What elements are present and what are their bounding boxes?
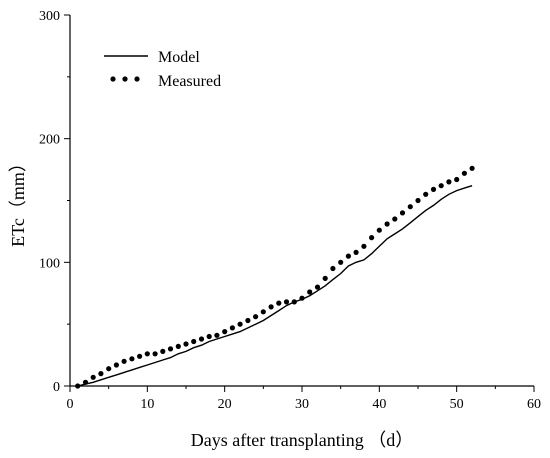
legend-model-label: Model: [158, 49, 200, 66]
measured-point: [314, 284, 321, 290]
measured-point: [183, 341, 189, 347]
measured-point: [175, 343, 181, 349]
measured-point: [160, 348, 166, 354]
ticks: 0 10 20 30 40 50 60 0 100 200 300: [39, 9, 541, 412]
legend-measured-label: Measured: [158, 73, 221, 90]
measured-point: [369, 235, 375, 241]
x-tick-label: 20: [218, 397, 232, 412]
measured-point: [461, 170, 467, 176]
legend: Model Measured: [104, 49, 221, 90]
measured-point: [268, 304, 274, 310]
x-tick-label: 10: [140, 397, 154, 412]
measured-point: [237, 321, 243, 327]
measured-point: [299, 295, 305, 301]
axes: [69, 15, 534, 387]
measured-point: [376, 227, 382, 233]
measured-point: [222, 329, 228, 335]
measured-point: [75, 383, 81, 389]
measured-point: [345, 253, 351, 259]
measured-point: [361, 243, 367, 249]
measured-point: [152, 351, 158, 357]
measured-point: [338, 259, 344, 265]
y-tick-label: 200: [39, 133, 60, 148]
x-tick-label: 30: [295, 397, 309, 412]
measured-point: [392, 216, 398, 222]
x-tick-label: 60: [527, 397, 541, 412]
measured-point: [330, 265, 336, 272]
measured-point: [291, 299, 297, 305]
measured-point: [214, 332, 220, 338]
x-tick-label: 50: [450, 397, 464, 412]
measured-point: [113, 362, 119, 368]
legend-measured-swatch: [134, 76, 140, 82]
y-tick-label: 300: [39, 9, 60, 24]
measured-point: [415, 197, 421, 204]
measured-point: [82, 379, 89, 385]
measured-point: [276, 300, 282, 306]
measured-point: [98, 371, 104, 377]
measured-point: [129, 356, 135, 362]
y-axis-title: ETc（mm）: [8, 154, 28, 247]
x-tick-label: 40: [372, 397, 386, 412]
measured-point: [353, 249, 359, 255]
measured-point: [198, 336, 205, 342]
measured-point: [90, 374, 96, 380]
measured-point: [469, 165, 475, 171]
series-layer: [75, 165, 475, 389]
measured-point: [260, 309, 266, 315]
measured-point: [384, 221, 390, 227]
measured-point: [121, 358, 127, 364]
measured-point: [423, 191, 429, 197]
measured-point: [454, 176, 460, 183]
measured-point: [167, 346, 174, 352]
measured-point: [283, 299, 290, 305]
measured-point: [144, 351, 150, 357]
x-tick-label: 0: [67, 397, 74, 412]
measured-point: [407, 204, 413, 210]
series-line-model: [77, 185, 473, 387]
measured-point: [229, 325, 235, 331]
measured-point: [206, 333, 212, 340]
x-axis-title: Days after transplanting （d）: [191, 430, 413, 450]
measured-point: [253, 314, 259, 320]
legend-measured-swatch: [122, 76, 128, 82]
measured-point: [106, 366, 112, 372]
measured-point: [191, 338, 197, 345]
measured-point: [446, 179, 452, 185]
measured-point: [245, 317, 251, 324]
y-tick-label: 0: [53, 380, 60, 395]
legend-measured-swatch: [110, 76, 116, 82]
measured-point: [322, 275, 328, 281]
measured-point: [438, 183, 444, 189]
measured-point: [399, 210, 406, 216]
measured-point: [307, 289, 313, 295]
measured-point: [430, 186, 437, 192]
y-tick-label: 100: [39, 256, 60, 271]
measured-point: [137, 353, 143, 359]
